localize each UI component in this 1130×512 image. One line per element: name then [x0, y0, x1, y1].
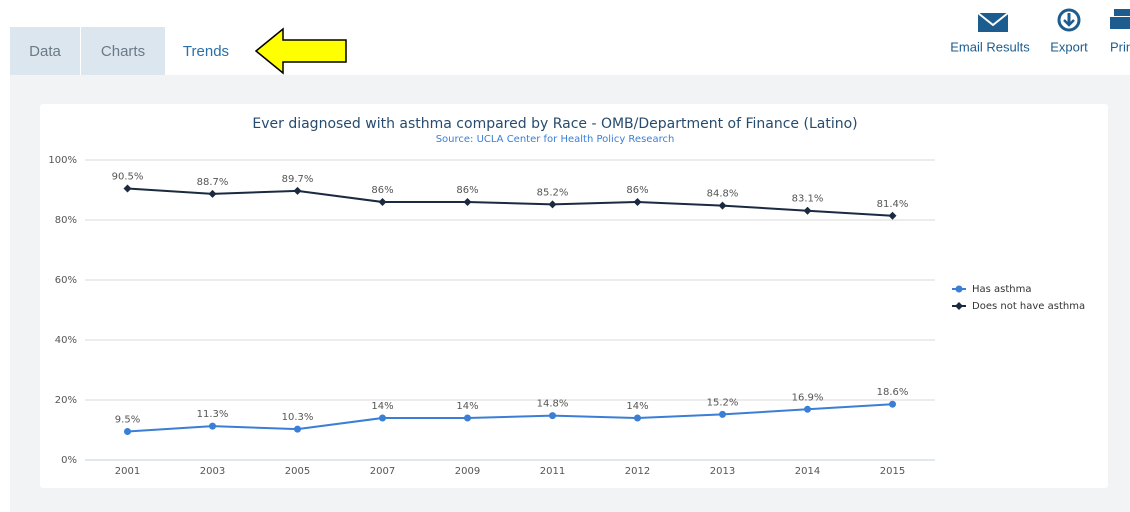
data-label: 11.3%	[197, 409, 229, 420]
data-label: 81.4%	[877, 199, 909, 210]
data-label: 85.2%	[537, 187, 569, 198]
data-label: 9.5%	[115, 415, 140, 426]
x-tick-label: 2009	[455, 466, 480, 477]
x-tick-label: 2015	[880, 466, 905, 477]
data-label: 14%	[456, 401, 478, 412]
marker	[634, 414, 641, 422]
data-label: 14%	[371, 401, 393, 412]
data-label: 86%	[456, 185, 478, 196]
data-label: 15.2%	[707, 397, 739, 408]
marker	[208, 189, 217, 198]
data-label: 90.5%	[112, 172, 144, 183]
x-tick-label: 2014	[795, 466, 820, 477]
marker	[803, 206, 812, 215]
marker	[463, 198, 472, 206]
toolbar-label[interactable]: Export	[1050, 39, 1088, 54]
data-label: 89.7%	[282, 174, 314, 185]
tab-label[interactable]: Trends	[183, 43, 229, 60]
marker	[293, 186, 302, 195]
data-label: 10.3%	[282, 412, 314, 423]
x-tick-label: 2011	[540, 466, 565, 477]
x-tick-label: 2001	[115, 466, 140, 477]
data-label: 83.1%	[792, 194, 824, 205]
marker	[719, 410, 726, 418]
export-icon[interactable]	[1057, 8, 1081, 32]
y-tick-label: 0%	[61, 455, 77, 466]
tab-label[interactable]: Charts	[101, 43, 145, 60]
data-label: 86%	[371, 185, 393, 196]
tab-data[interactable]	[10, 27, 80, 75]
marker	[209, 422, 216, 430]
y-tick-label: 80%	[55, 215, 77, 226]
y-tick-label: 40%	[55, 335, 77, 346]
legend-symbol	[955, 302, 963, 310]
data-label: 14%	[626, 401, 648, 412]
marker	[124, 428, 131, 435]
data-label: 88.7%	[197, 177, 229, 188]
x-tick-label: 2005	[285, 466, 310, 477]
x-tick-label: 2007	[370, 466, 395, 477]
tab-charts[interactable]	[81, 27, 165, 75]
marker	[294, 425, 301, 433]
marker	[633, 198, 642, 206]
marker	[548, 200, 557, 209]
y-tick-label: 20%	[55, 395, 77, 406]
data-label: 86%	[626, 185, 648, 196]
arrow	[254, 27, 347, 75]
toolbar-label[interactable]: Email Results	[950, 39, 1030, 54]
marker	[464, 414, 471, 422]
marker	[888, 211, 897, 220]
toolbar-label[interactable]: Print	[1110, 39, 1130, 54]
legend-symbol	[955, 285, 963, 293]
chart-card	[40, 104, 1108, 488]
tab-label[interactable]: Data	[29, 43, 61, 60]
data-label: 18.6%	[877, 387, 909, 398]
series-line	[127, 403, 893, 433]
y-tick-label: 100%	[48, 155, 77, 166]
series-line	[127, 187, 893, 217]
x-tick-label: 2013	[710, 466, 735, 477]
y-tick-label: 60%	[55, 275, 77, 286]
marker	[549, 412, 556, 420]
tab-trends[interactable]	[165, 27, 248, 75]
print-icon[interactable]	[1110, 9, 1130, 29]
x-tick-label: 2003	[200, 466, 225, 477]
legend-label: Does not have asthma	[972, 301, 1085, 312]
marker	[718, 201, 727, 210]
email-icon[interactable]	[977, 12, 1009, 32]
marker	[123, 184, 132, 193]
marker	[804, 405, 811, 413]
chart-subtitle: Source: UCLA Center for Health Policy Re…	[436, 134, 675, 145]
legend-label: Has asthma	[972, 284, 1032, 295]
marker	[379, 414, 386, 422]
data-label: 14.8%	[537, 399, 569, 410]
data-label: 84.8%	[707, 189, 739, 200]
marker	[889, 400, 896, 408]
x-tick-label: 2012	[625, 466, 650, 477]
marker	[378, 198, 387, 206]
chart-title: Ever diagnosed with asthma compared by R…	[252, 116, 857, 132]
data-label: 16.9%	[792, 392, 824, 403]
